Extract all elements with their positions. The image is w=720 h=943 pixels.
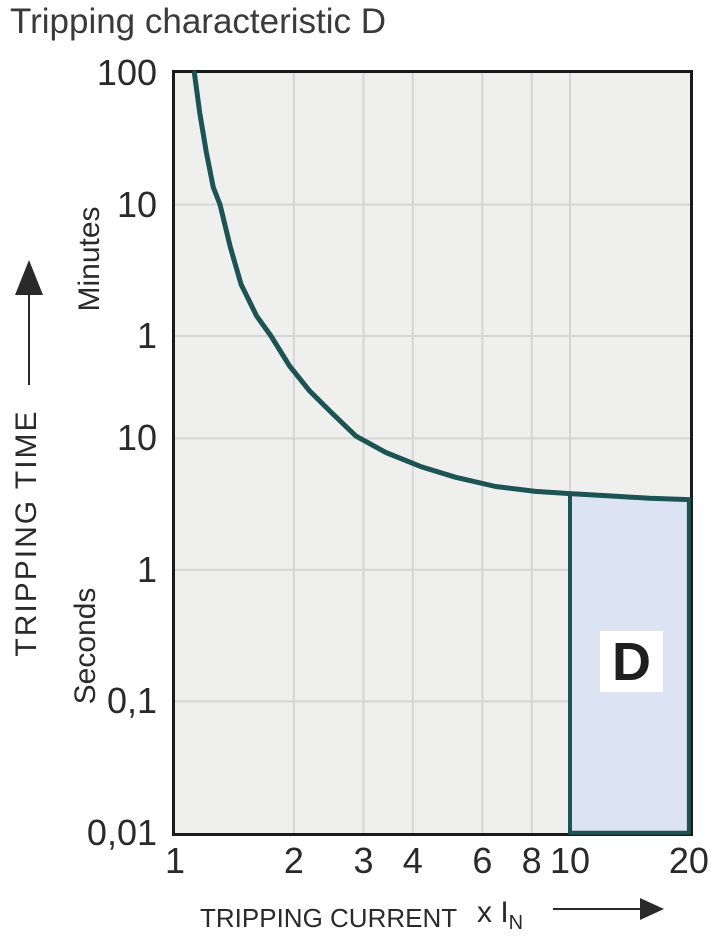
multiplier-prefix: x I xyxy=(477,896,509,929)
x-tick-label: 4 xyxy=(402,840,423,881)
x-tick-label: 3 xyxy=(353,840,374,881)
y-axis-unit-seconds: Seconds xyxy=(69,587,102,705)
x-axis-multiplier: x IN xyxy=(477,896,523,935)
plot-area xyxy=(172,70,693,836)
page-title: Tripping characteristic D xyxy=(10,2,387,41)
region-d-label: D xyxy=(600,631,663,692)
y-axis-unit-minutes: Minutes xyxy=(73,206,106,312)
x-tick-label: 20 xyxy=(668,840,709,881)
multiplier-subscript: N xyxy=(508,912,524,934)
y-tick-label: 0,1 xyxy=(106,680,157,722)
y-axis-arrow-icon xyxy=(15,260,43,385)
y-tick-label: 1 xyxy=(136,315,157,356)
x-tick-label: 6 xyxy=(472,840,493,881)
y-tick-label: 10 xyxy=(116,417,157,459)
x-tick-label: 8 xyxy=(521,840,542,881)
y-tick-label: 10 xyxy=(116,183,157,225)
y-tick-label: 0,01 xyxy=(86,811,157,853)
x-tick-label: 1 xyxy=(164,840,186,881)
y-tick-label: 1 xyxy=(136,548,157,590)
y-axis-title: TRIPPING TIME xyxy=(10,409,43,657)
x-axis-title: TRIPPING CURRENT xyxy=(200,903,458,933)
y-tick-label: 100 xyxy=(96,52,157,93)
x-tick-label: 10 xyxy=(549,840,591,881)
x-axis-arrow-icon xyxy=(553,898,664,920)
x-tick-label: 2 xyxy=(283,840,304,881)
